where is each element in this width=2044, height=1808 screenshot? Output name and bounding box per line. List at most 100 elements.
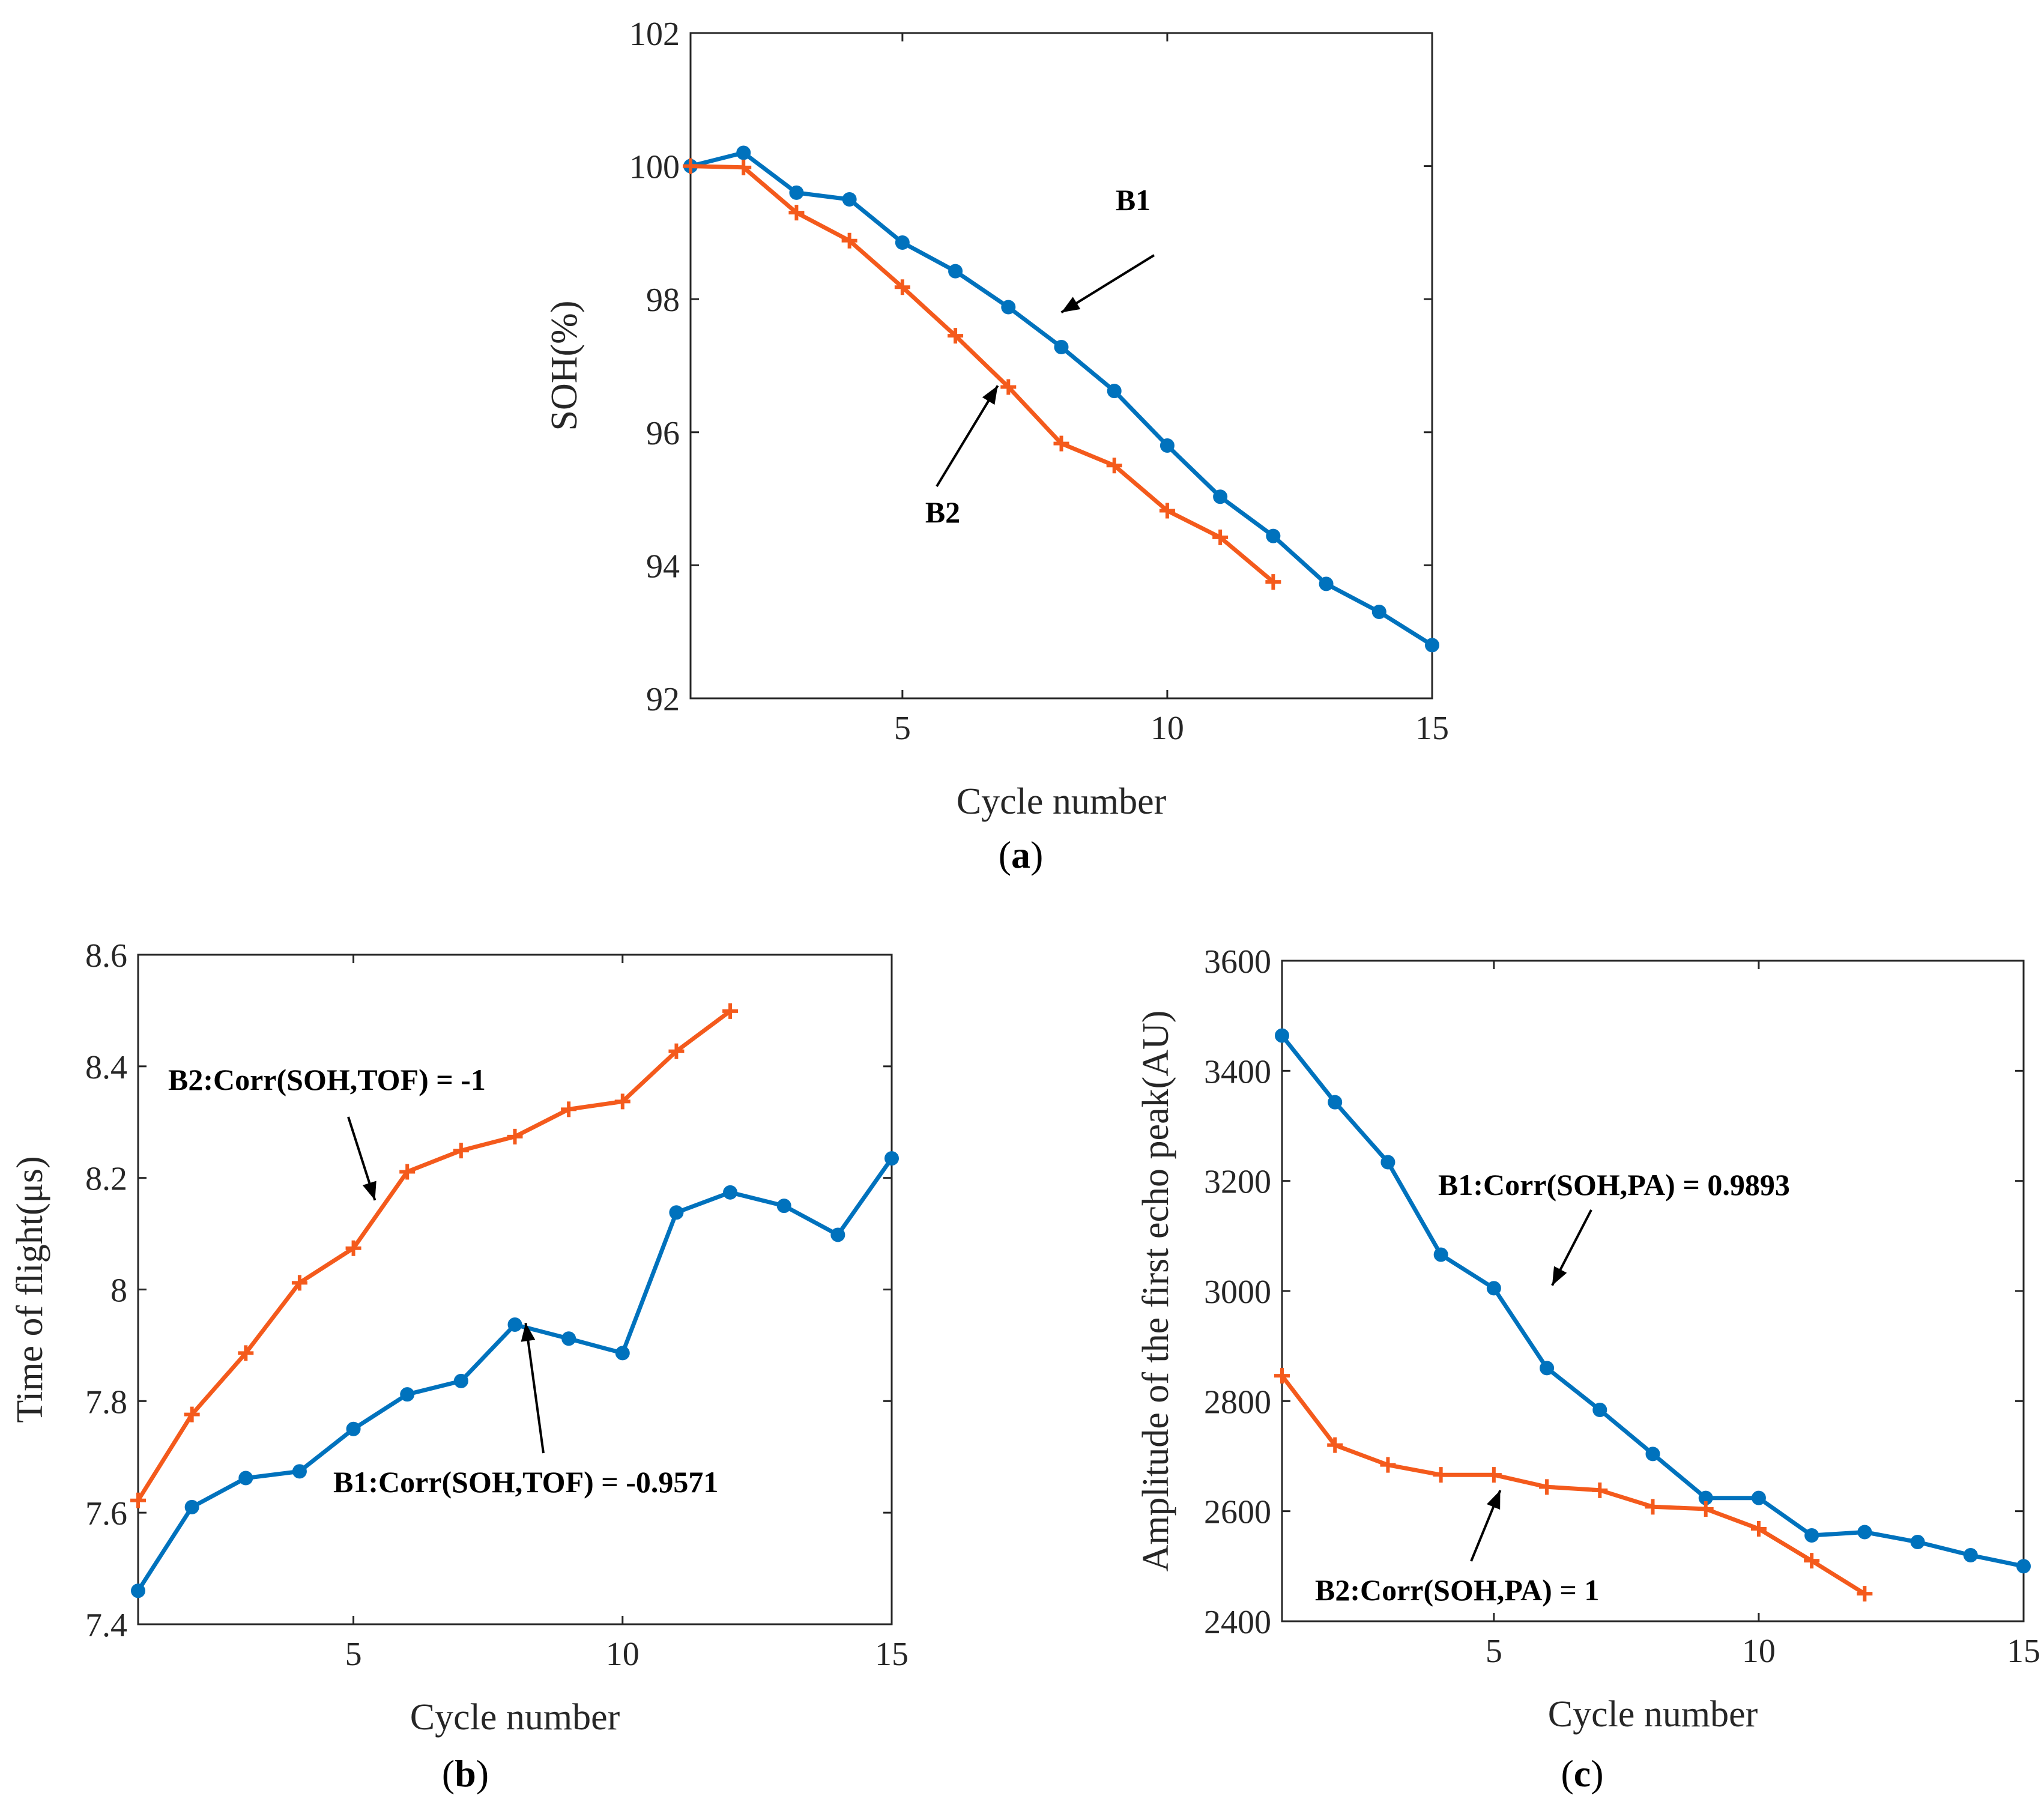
data-point-B2 [1698, 1501, 1714, 1517]
y-tick-label: 92 [646, 681, 680, 718]
y-tick-label: 3200 [1204, 1164, 1271, 1201]
data-point-B1 [1857, 1525, 1872, 1540]
data-point-B1 [1001, 300, 1016, 315]
panel-caption: (a) [999, 833, 1044, 876]
caption-paren: ) [1591, 1752, 1603, 1795]
data-point-B1 [1963, 1548, 1978, 1562]
data-point-B2 [1750, 1521, 1767, 1537]
annotation-arrowhead [982, 385, 998, 405]
data-point-B1 [830, 1227, 845, 1242]
annotation-arrow [936, 385, 999, 488]
x-tick-label: 10 [1742, 1633, 1776, 1670]
series-B1 [683, 145, 1439, 653]
data-point-B2 [184, 1406, 200, 1423]
data-point-B1 [669, 1205, 684, 1220]
chart-b: 5 10 15 7.4 7.6 7.8 8 8.2 8.4 8.6 Cycle number Time… [10, 937, 909, 1795]
data-point-B2 [291, 1275, 307, 1291]
series-B2 [130, 1003, 739, 1508]
caption-paren: ( [442, 1752, 455, 1795]
annotation-arrowhead [1552, 1266, 1567, 1286]
data-point-B1 [1213, 489, 1228, 504]
caption-letter: b [455, 1752, 476, 1795]
x-tick-label: 10 [606, 1636, 640, 1673]
caption-letter: a [1011, 833, 1030, 876]
data-point-B1 [400, 1387, 415, 1402]
y-tick-label: 100 [629, 149, 680, 186]
series-B1 [1275, 1028, 2031, 1574]
data-point-B1 [1054, 339, 1069, 354]
data-point-B2 [668, 1043, 685, 1059]
data-point-B2 [1645, 1499, 1661, 1515]
data-point-B2 [1000, 379, 1017, 395]
data-point-B2 [453, 1143, 469, 1159]
y-tick-label: 3400 [1204, 1053, 1271, 1090]
annotation-arrow [524, 1322, 545, 1454]
y-tick-label: 7.4 [85, 1607, 127, 1644]
x-tick-label: 5 [1486, 1633, 1502, 1670]
data-point-B2 [1327, 1437, 1343, 1453]
data-point-B1 [2016, 1559, 2031, 1574]
y-tick-label: 96 [646, 415, 680, 452]
x-tick-label: 10 [1151, 710, 1184, 747]
y-axis-title: SOH(%) [544, 301, 585, 431]
annotation-label: B2:Corr(SOH,TOF) = -1 [168, 1063, 486, 1096]
data-point-B2 [722, 1003, 739, 1019]
x-axis-title: Cycle number [1548, 1694, 1758, 1735]
series-line-B2 [1280, 1374, 1866, 1596]
x-axis-title: Cycle number [957, 781, 1167, 822]
data-point-B2 [736, 159, 752, 175]
series-B1 [131, 1151, 899, 1598]
data-point-B1 [184, 1499, 199, 1514]
series-line-B2 [136, 1009, 732, 1502]
annotation-label: B1 [1116, 183, 1151, 217]
data-point-B2 [345, 1240, 361, 1256]
caption-paren: ) [1030, 833, 1043, 876]
data-point-B2 [1380, 1457, 1396, 1473]
series-line-B2 [690, 164, 1275, 584]
annotation-label: B1:Corr(SOH,TOF) = -0.9571 [333, 1465, 718, 1499]
data-point-B1 [736, 145, 751, 160]
data-point-B1 [1107, 384, 1122, 399]
data-point-B2 [1804, 1553, 1820, 1569]
data-point-B2 [1857, 1586, 1873, 1602]
data-point-B1 [776, 1199, 791, 1214]
annotation-label: B2 [925, 495, 960, 529]
data-point-B2 [894, 279, 910, 295]
series-line-B1 [1280, 1034, 2024, 1568]
caption-paren: ( [1561, 1752, 1573, 1795]
data-point-B1 [615, 1346, 630, 1361]
y-tick-label: 8.6 [85, 937, 127, 975]
annotation-label: B1:Corr(SOH,PA) = 0.9893 [1438, 1168, 1790, 1202]
series-line-B1 [136, 1157, 893, 1592]
data-point-B1 [1592, 1403, 1607, 1417]
x-tick-label: 15 [2007, 1633, 2040, 1670]
y-axis-title: Time of flight(μs) [10, 1156, 50, 1423]
data-point-B2 [238, 1345, 254, 1361]
x-tick-label: 15 [875, 1636, 909, 1673]
data-point-B2 [788, 205, 805, 221]
x-axis-title: Cycle number [410, 1697, 620, 1738]
data-point-B1 [1425, 638, 1439, 653]
data-point-B2 [948, 328, 964, 344]
data-point-B1 [723, 1185, 738, 1200]
y-tick-label: 102 [629, 16, 680, 53]
chart-a: 5 10 15 92 94 96 98 100 102 Cycle number SOH(%) B1 B… [544, 16, 1449, 876]
data-point-B1 [1380, 1155, 1395, 1170]
data-point-B1 [948, 264, 963, 279]
data-point-B1 [1160, 438, 1175, 453]
data-point-B1 [1751, 1490, 1766, 1505]
data-point-B2 [841, 232, 857, 249]
data-point-B2 [683, 158, 698, 174]
x-tick-label: 15 [1415, 710, 1449, 747]
series-B2 [683, 158, 1281, 590]
data-point-B2 [1539, 1479, 1555, 1495]
data-point-B1 [1486, 1281, 1501, 1296]
data-point-B1 [453, 1373, 468, 1388]
data-point-B2 [1274, 1368, 1290, 1384]
annotation-arrowhead [362, 1181, 376, 1200]
panel-caption: (b) [442, 1752, 489, 1795]
data-point-B1 [1804, 1528, 1819, 1543]
caption-letter: c [1574, 1752, 1591, 1795]
data-point-B2 [1053, 435, 1069, 452]
plot-frame [689, 32, 1433, 700]
